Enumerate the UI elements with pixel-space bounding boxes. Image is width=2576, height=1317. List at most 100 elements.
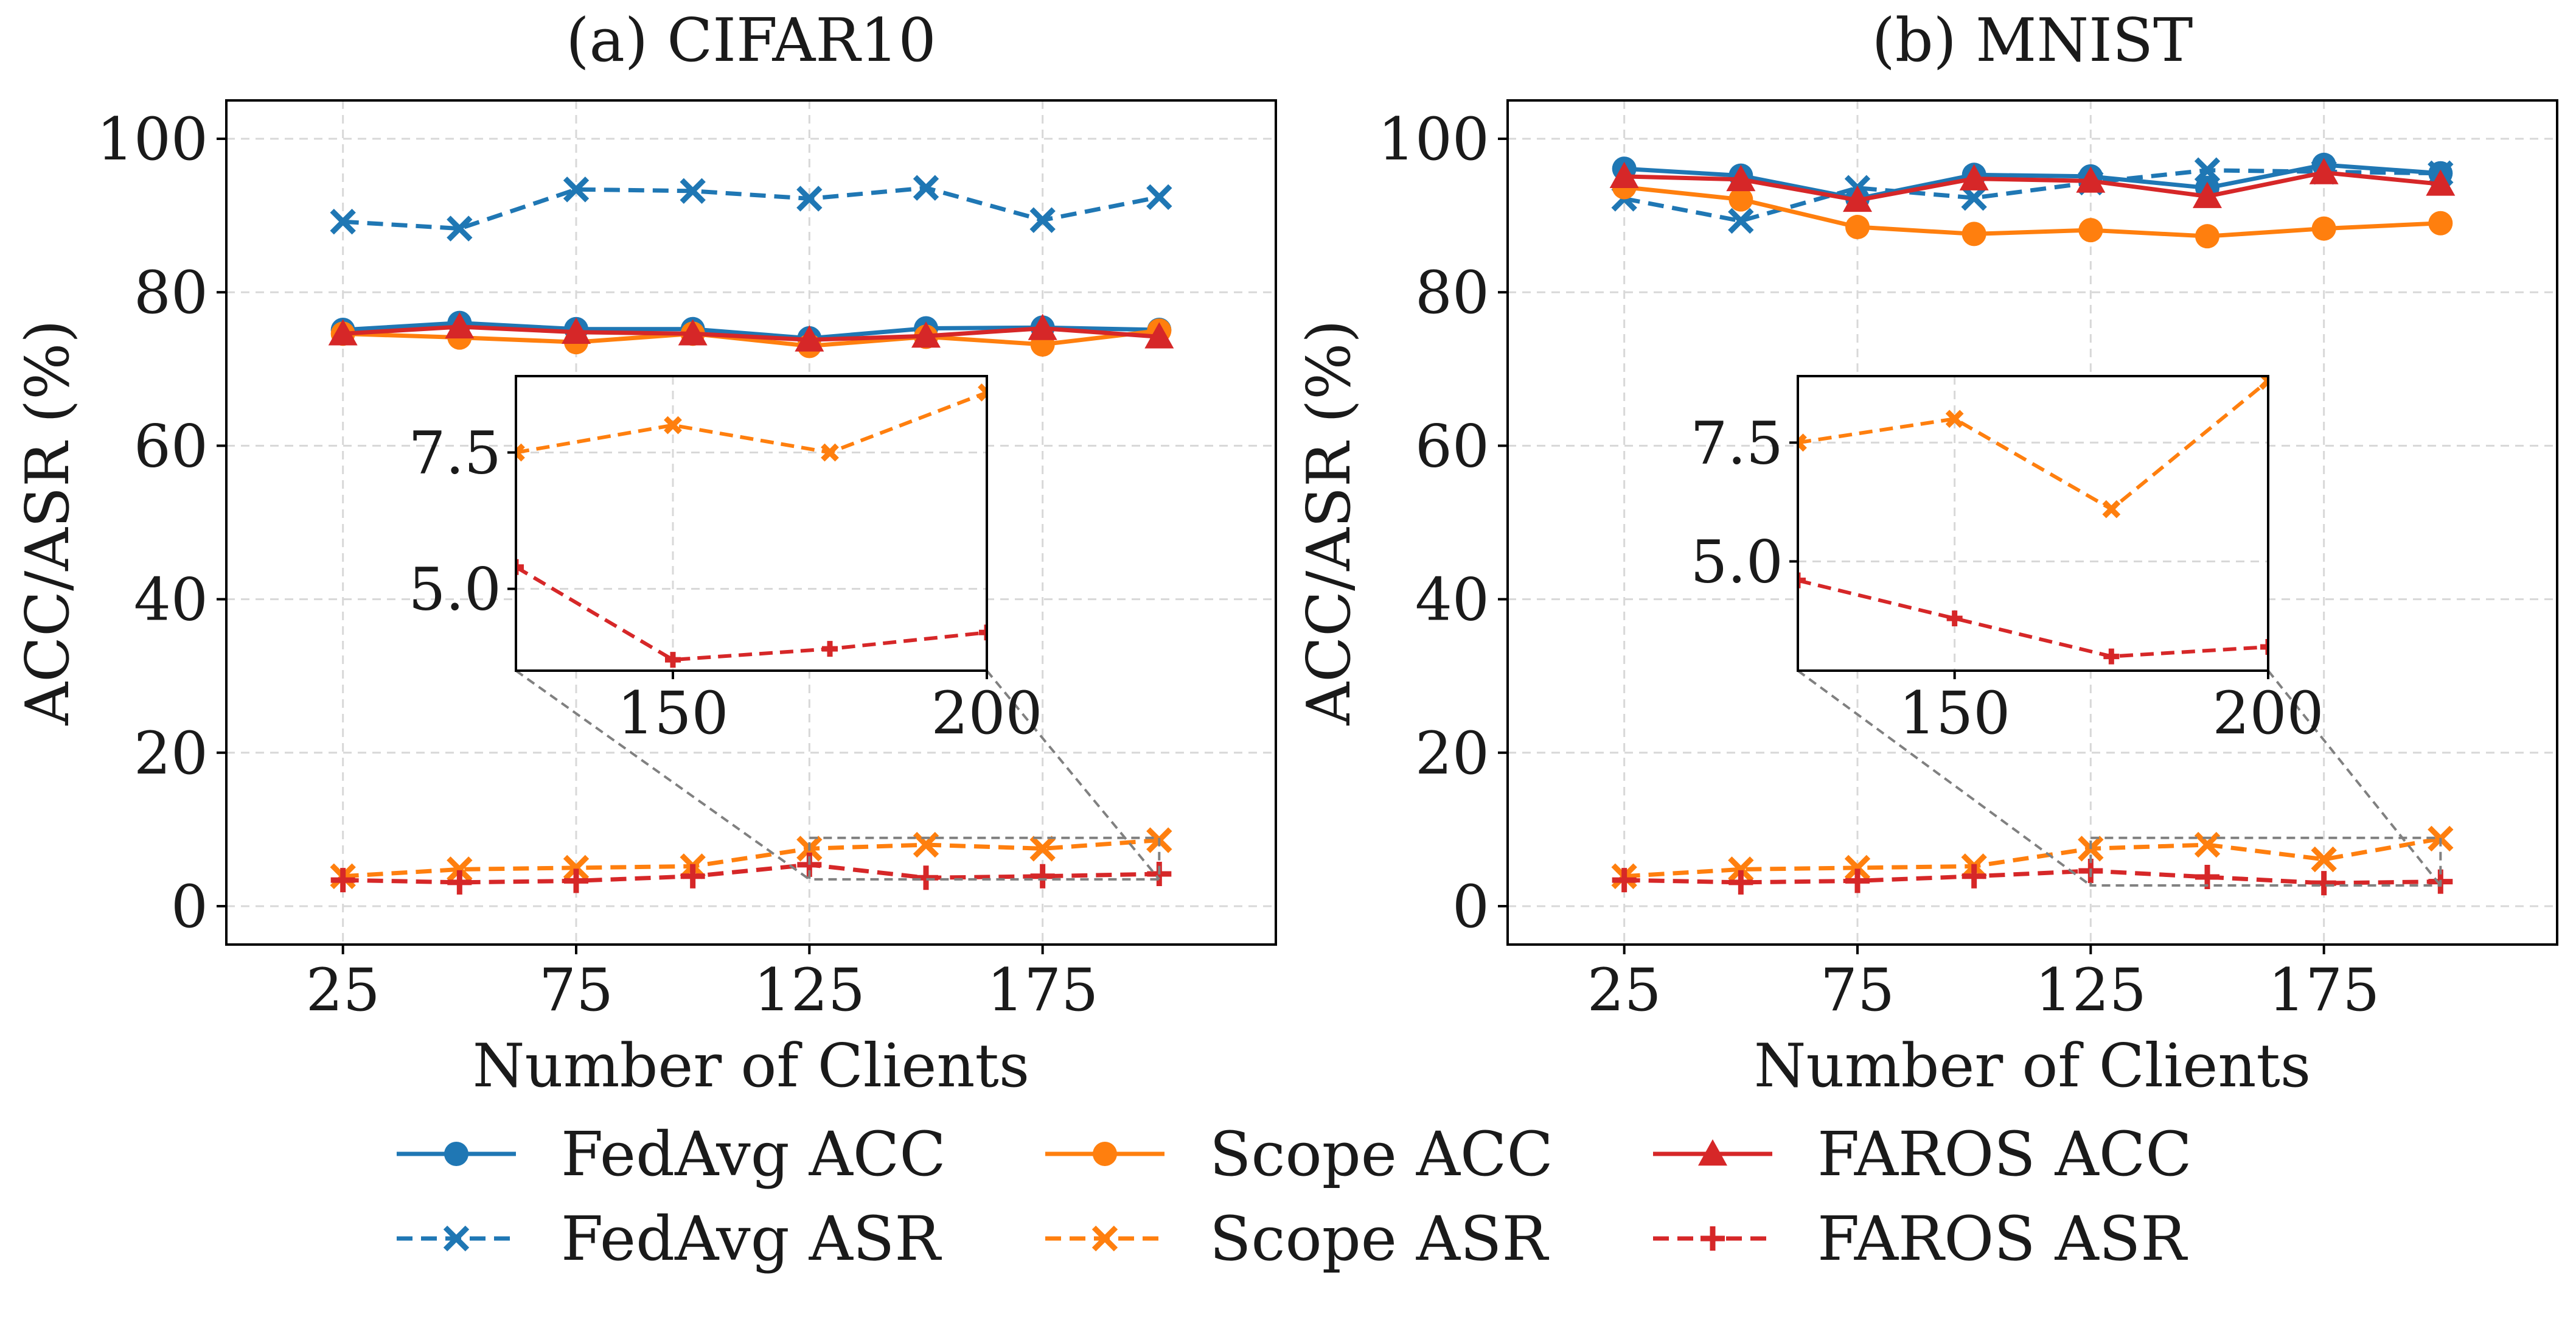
- mnist-point-scope-asr: [1728, 856, 1754, 882]
- mnist-point-fedavg-asr: [2194, 157, 2221, 183]
- mnist-xtick-label: 75: [1820, 956, 1895, 1024]
- cifar10-point-faros-acc: [328, 319, 358, 346]
- cifar10-xtick-label: 175: [987, 956, 1098, 1024]
- mnist-point-scope-acc: [2195, 224, 2219, 249]
- mnist-point-faros-asr: [1728, 870, 1753, 895]
- legend: FedAvg ACC Scope ACC FAROS ACC FedAvg ASR Sc…: [397, 1119, 2192, 1274]
- cifar10-point-fedavg-asr: [1146, 184, 1172, 211]
- mnist-ytick-label: 0: [1452, 873, 1489, 941]
- cifar10-point-scope-asr: [447, 856, 473, 882]
- cifar10-zoom-connector: [986, 669, 1160, 881]
- cifar10-point-faros-acc: [1144, 322, 1174, 349]
- cifar10-line-scope-asr: [343, 838, 1160, 879]
- mnist-point-scope-asr: [1844, 854, 1871, 881]
- mnist-inset-line-faros-asr: [1798, 578, 2268, 658]
- mnist-point-faros-acc: [2076, 166, 2106, 193]
- mnist-inset-ytick-label: 5.0: [1690, 528, 1783, 596]
- mnist-point-faros-acc: [1609, 161, 1639, 189]
- cifar10-point-fedavg-asr: [913, 175, 939, 201]
- cifar10-zoom-connector: [515, 669, 810, 881]
- cifar10-inset-line-scope-asr: [516, 391, 987, 455]
- legend-label-faros-acc: FAROS ACC: [1817, 1119, 2192, 1190]
- legend-label-scope-acc: Scope ACC: [1210, 1119, 1553, 1190]
- cifar10-chart-title: (a) CIFAR10: [566, 6, 936, 75]
- legend-marker-faros-asr: [1701, 1226, 1725, 1251]
- mnist-inset-point-scope-asr: [2102, 500, 2121, 519]
- cifar10-point-faros-asr: [680, 864, 705, 889]
- cifar10-point-fedavg-asr: [330, 209, 356, 235]
- cifar10-ytick-label: 60: [134, 412, 208, 480]
- legend-item-faros-asr: FAROS ASR: [1653, 1203, 2188, 1274]
- cifar10-inset-point-faros-asr: [516, 559, 524, 575]
- cifar10-point-scope-asr: [913, 831, 939, 858]
- mnist-inset-point-faros-asr: [2260, 638, 2268, 655]
- cifar10-gridlines: [226, 100, 1276, 945]
- cifar10-inset-point-faros-asr: [979, 624, 987, 641]
- mnist-point-faros-acc: [2309, 158, 2339, 184]
- mnist-point-faros-acc: [2426, 169, 2456, 196]
- mnist-inset-point-faros-asr: [1946, 610, 1963, 627]
- mnist-point-scope-acc: [2078, 218, 2103, 243]
- legend-label-scope-asr: Scope ASR: [1210, 1203, 1549, 1274]
- cifar10-x-axis-label: Number of Clients: [473, 1032, 1029, 1101]
- cifar10-inset-line-faros-asr: [516, 565, 987, 662]
- mnist-inset-xtick-label: 150: [1899, 679, 2010, 747]
- mnist-point-faros-asr: [2311, 871, 2336, 896]
- mnist-xtick-label: 25: [1587, 956, 1662, 1024]
- mnist-point-faros-asr: [1962, 864, 1986, 889]
- mnist-panel: 5.0 7.5 150 200 0 20 40 60 80 100 25 75 125 175 (b) MN…: [1295, 6, 2558, 1101]
- mnist-point-fedavg-asr: [1961, 184, 1987, 211]
- legend-marker-faros-acc: [1698, 1139, 1727, 1166]
- mnist-chart-title: (b) MNIST: [1872, 6, 2193, 75]
- cifar10-point-faros-acc: [1028, 313, 1057, 340]
- cifar10-inset-xtick-label: 200: [931, 679, 1042, 747]
- mnist-point-scope-acc: [1728, 187, 1753, 212]
- mnist-y-axis-label: ACC/ASR (%): [1295, 320, 1364, 725]
- mnist-gridlines: [1508, 100, 2557, 945]
- mnist-xtick-label: 175: [2268, 956, 2379, 1024]
- cifar10-ytick-label: 100: [97, 105, 208, 173]
- cifar10-axes-frame: [225, 99, 1277, 946]
- mnist-ytick-label: 60: [1415, 412, 1489, 480]
- mnist-series-faros-acc: [1609, 158, 2456, 212]
- mnist-point-faros-acc: [2193, 181, 2222, 208]
- mnist-point-scope-acc: [1962, 222, 1986, 246]
- mnist-axes-frame: [1506, 99, 2558, 946]
- cifar10-inset-ytick-label: 7.5: [408, 419, 501, 487]
- mnist-point-scope-acc: [2428, 211, 2453, 236]
- cifar10-inset-series-scope-asr: [516, 383, 987, 462]
- cifar10-inset-point-faros-asr: [665, 652, 681, 668]
- legend-marker-fedavg-acc: [444, 1142, 468, 1166]
- cifar10-inset-series-faros-asr: [516, 559, 987, 668]
- cifar10-ytick-label: 0: [171, 873, 208, 941]
- cifar10-inset-xtick-label: 150: [617, 679, 728, 747]
- legend-item-faros-acc: FAROS ACC: [1653, 1119, 2192, 1190]
- cifar10-ytick-label: 20: [134, 719, 208, 788]
- cifar10-point-fedavg-asr: [563, 176, 590, 203]
- mnist-series-scope-asr: [1611, 825, 2454, 889]
- legend-label-faros-asr: FAROS ASR: [1817, 1203, 2188, 1274]
- mnist-inset-point-faros-asr: [1798, 572, 1806, 589]
- cifar10-ytick-label: 80: [134, 259, 208, 327]
- cifar10-panel: 5.0 7.5 150 200 0 20 40 60 80 100 25 75 125 175 (a) CI…: [13, 6, 1277, 1101]
- cifar10-xtick-label: 75: [539, 956, 613, 1024]
- mnist-zoom-connector: [2267, 669, 2442, 887]
- cifar10-inset: 5.0 7.5 150 200: [408, 375, 1043, 747]
- mnist-ytick-label: 100: [1378, 105, 1489, 173]
- mnist-inset-xtick-label: 200: [2212, 679, 2324, 747]
- legend-marker-scope-asr: [1091, 1225, 1118, 1252]
- cifar10-point-faros-acc: [911, 321, 941, 348]
- mnist-ytick-label: 80: [1415, 259, 1489, 327]
- cifar10-point-fedavg-asr: [1029, 207, 1056, 233]
- legend-item-fedavg-acc: FedAvg ACC: [397, 1119, 946, 1190]
- cifar10-y-axis-label: ACC/ASR (%): [13, 320, 83, 725]
- cifar10-point-faros-acc: [445, 312, 475, 339]
- mnist-point-fedavg-asr: [1728, 208, 1754, 234]
- legend-label-fedavg-asr: FedAvg ASR: [561, 1203, 942, 1274]
- mnist-inset-series-scope-asr: [1798, 376, 2268, 519]
- legend-label-fedavg-acc: FedAvg ACC: [561, 1119, 946, 1190]
- cifar10-point-faros-asr: [914, 865, 938, 890]
- cifar10-inset-frame: [515, 375, 988, 672]
- cifar10-point-fedavg-asr: [447, 215, 473, 242]
